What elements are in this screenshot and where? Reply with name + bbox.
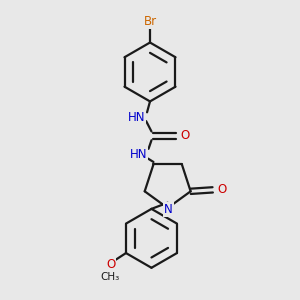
Text: HN: HN: [130, 148, 147, 160]
Text: N: N: [164, 203, 172, 216]
Text: O: O: [181, 129, 190, 142]
Text: O: O: [106, 258, 115, 271]
Text: CH₃: CH₃: [100, 272, 120, 283]
Text: O: O: [217, 183, 226, 196]
Text: HN: HN: [128, 111, 146, 124]
Text: Br: Br: [143, 15, 157, 28]
